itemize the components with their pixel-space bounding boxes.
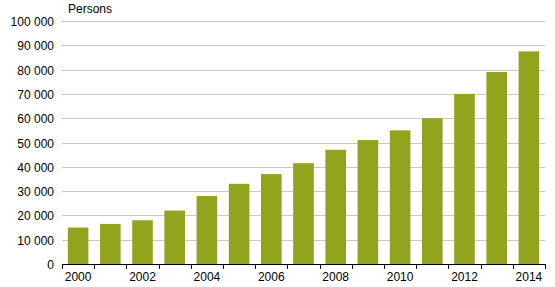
bar (422, 118, 443, 264)
x-tick-label: 2008 (322, 270, 349, 284)
x-tick-label: 2010 (387, 270, 414, 284)
x-tick (191, 264, 192, 269)
y-tick-label: 60 000 (17, 112, 54, 126)
bar (486, 72, 507, 264)
x-tick (416, 264, 417, 269)
y-tick-label: 10 000 (17, 234, 54, 248)
x-tick (159, 264, 160, 269)
x-tick (481, 264, 482, 269)
x-tick (384, 264, 385, 269)
bar (325, 150, 346, 264)
y-tick-label: 40 000 (17, 161, 54, 175)
y-tick-label: 70 000 (17, 88, 54, 102)
x-tick-label: 2006 (258, 270, 285, 284)
bar (164, 211, 185, 264)
y-tick-label: 50 000 (17, 137, 54, 151)
grid-line (62, 264, 545, 265)
bar (293, 163, 314, 264)
x-tick (287, 264, 288, 269)
x-tick (94, 264, 95, 269)
bar (132, 220, 153, 264)
y-tick-label: 90 000 (17, 39, 54, 53)
x-tick-label: 2014 (516, 270, 543, 284)
x-tick (545, 264, 546, 269)
x-tick (255, 264, 256, 269)
x-tick (126, 264, 127, 269)
grid-line (62, 70, 545, 71)
bar (519, 51, 540, 264)
chart-container: 0 10 000 20 000 30 000 40 000 50 000 60 000 70 … (0, 0, 555, 287)
bar (100, 224, 121, 264)
y-tick-label: 0 (47, 258, 54, 272)
x-tick (352, 264, 353, 269)
x-tick-label: 2004 (194, 270, 221, 284)
x-tick-label: 2000 (65, 270, 92, 284)
bar (390, 130, 411, 264)
bar (358, 140, 379, 264)
x-tick-label: 2002 (129, 270, 156, 284)
x-tick (513, 264, 514, 269)
x-tick (223, 264, 224, 269)
grid-line (62, 21, 545, 22)
y-tick-label: 80 000 (17, 64, 54, 78)
bar (454, 94, 475, 264)
y-tick-label: 100 000 (11, 15, 55, 29)
bars (68, 51, 539, 264)
x-tick (62, 264, 63, 269)
chart-svg: 0 10 000 20 000 30 000 40 000 50 000 60 000 70 … (0, 0, 555, 287)
bar (68, 228, 89, 264)
bar (197, 196, 218, 264)
bar (229, 184, 250, 264)
x-tick (448, 264, 449, 269)
x-tick-label: 2012 (451, 270, 478, 284)
x-tick (320, 264, 321, 269)
y-axis-label: Persons (68, 2, 112, 16)
x-axis-line (62, 264, 545, 265)
y-tick-label: 30 000 (17, 185, 54, 199)
bar (261, 174, 282, 264)
grid-line (62, 45, 545, 46)
y-tick-label: 20 000 (17, 209, 54, 223)
